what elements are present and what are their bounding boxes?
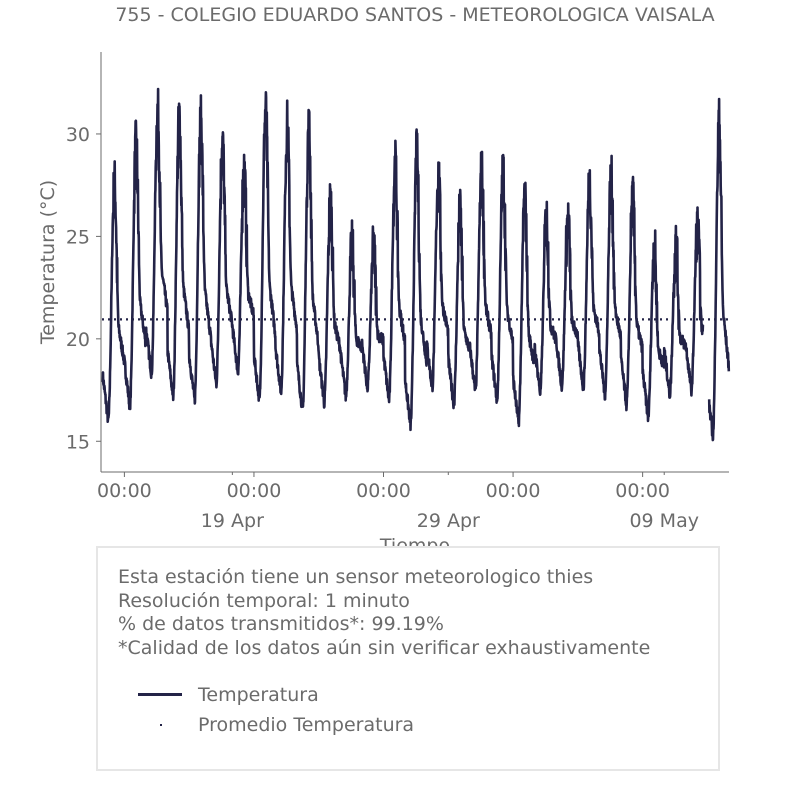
y-axis-label: Temperatura (°C) (37, 180, 59, 345)
plot-area (101, 87, 731, 442)
temperature-line (101, 87, 731, 442)
y-tick-label: 20 (66, 329, 90, 351)
legend-item-promedio: Promedio Temperatura (138, 710, 414, 740)
x-date-label: 09 May (629, 510, 699, 532)
info-panel: Esta estación tiene un sensor meteorolog… (96, 546, 720, 771)
legend-label-promedio: Promedio Temperatura (198, 714, 415, 736)
x-date-label: 19 Apr (201, 510, 264, 532)
quality-note-text: *Calidad de los datos aún sin verificar … (118, 636, 651, 659)
x-tick-label: 00:00 (486, 480, 541, 502)
axes: 15 20 25 30 00:00 00:00 00:00 00:00 00:00 19 Apr 2… (66, 52, 729, 532)
x-tick-label: 00:00 (97, 480, 152, 502)
sensor-info-text: Esta estación tiene un sensor meteorolog… (118, 566, 594, 588)
chart-legend: Temperatura Promedio Temperatura (138, 680, 414, 740)
y-tick-label: 25 (66, 226, 90, 248)
legend-item-temperatura: Temperatura (138, 680, 414, 710)
solid-line-swatch-icon (138, 685, 184, 705)
transmitted-text: % de datos transmitidos*: 99.19% (118, 613, 444, 635)
x-tick-label: 00:00 (356, 480, 411, 502)
y-tick-label: 30 (66, 124, 90, 146)
resolution-text: Resolución temporal: 1 minuto (118, 589, 410, 612)
station-info: Esta estación tiene un sensor meteorolog… (118, 566, 650, 660)
x-tick-label: 00:00 (615, 480, 670, 502)
x-date-label: 29 Apr (417, 510, 480, 532)
x-tick-label: 00:00 (227, 480, 282, 502)
dot-swatch-icon (138, 715, 184, 735)
y-tick-label: 15 (66, 431, 90, 453)
legend-label-temperatura: Temperatura (198, 684, 319, 706)
chart-title: 755 - COLEGIO EDUARDO SANTOS - METEOROLO… (115, 4, 714, 26)
